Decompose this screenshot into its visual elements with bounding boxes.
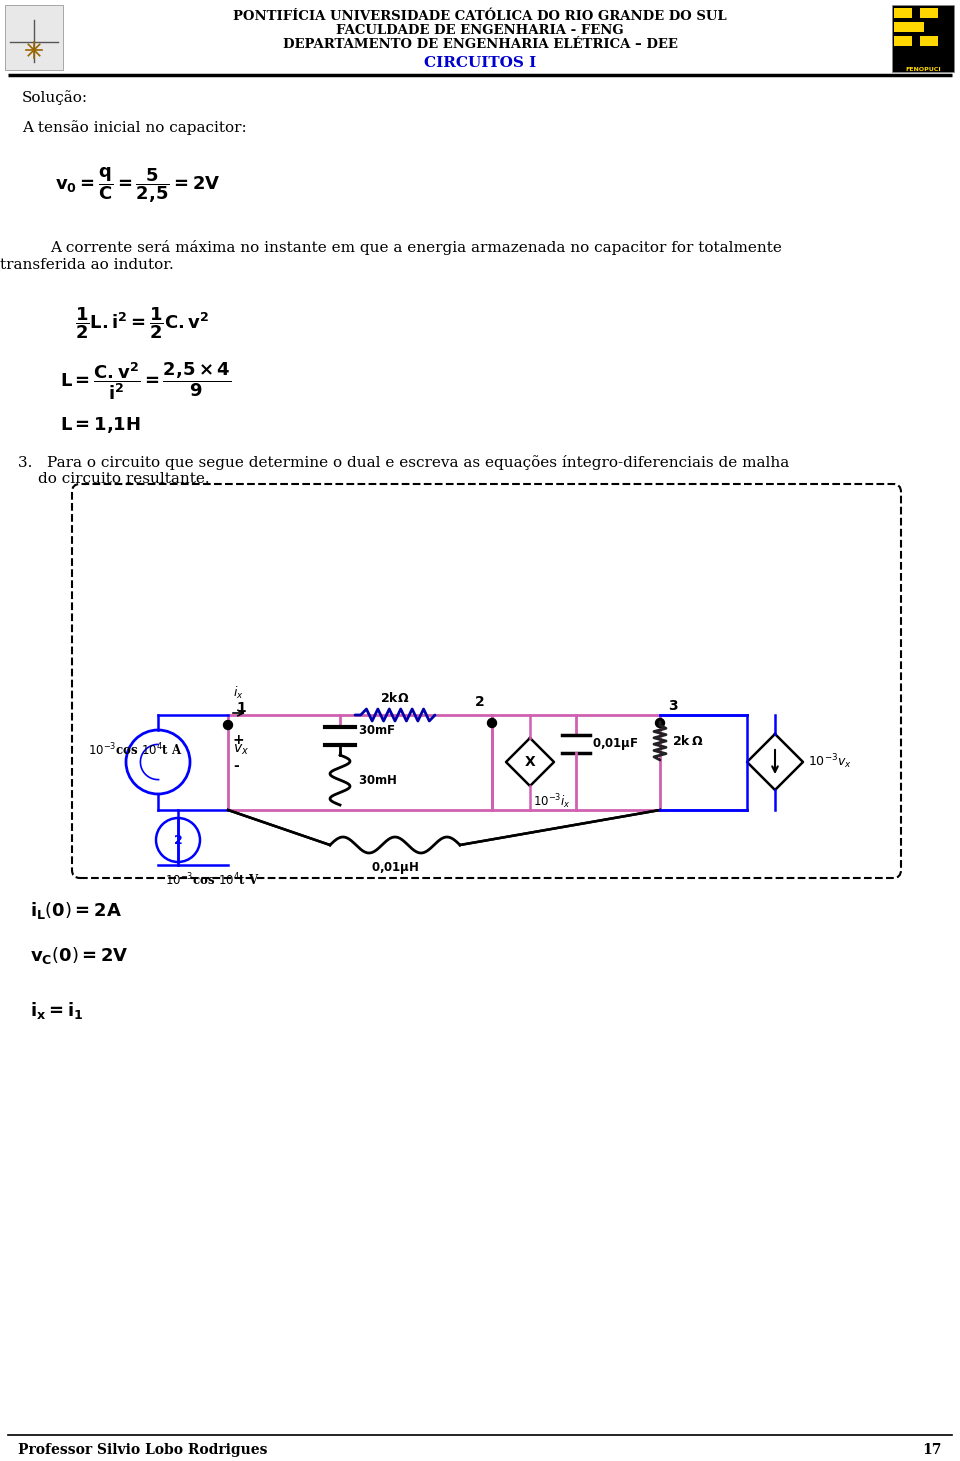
Text: $\mathbf{30mF}$: $\mathbf{30mF}$ bbox=[358, 725, 396, 738]
Bar bbox=[5, 4, 63, 70]
Text: A tensão inicial no capacitor:: A tensão inicial no capacitor: bbox=[22, 120, 247, 134]
Text: $\mathbf{L = 1{,}1H}$: $\mathbf{L = 1{,}1H}$ bbox=[60, 415, 141, 435]
Text: FACULDADE DE ENGENHARIA - FENG: FACULDADE DE ENGENHARIA - FENG bbox=[336, 23, 624, 37]
Text: -: - bbox=[233, 760, 239, 773]
Bar bbox=[492, 714, 660, 809]
Bar bbox=[892, 4, 954, 72]
Text: X: X bbox=[524, 755, 536, 768]
Text: $\mathbf{2k\,\Omega}$: $\mathbf{2k\,\Omega}$ bbox=[672, 733, 704, 748]
Text: 3: 3 bbox=[668, 698, 678, 713]
Text: FENOPUCI: FENOPUCI bbox=[905, 67, 941, 72]
Text: PONTIFÍCIA UNIVERSIDADE CATÓLICA DO RIO GRANDE DO SUL: PONTIFÍCIA UNIVERSIDADE CATÓLICA DO RIO … bbox=[233, 10, 727, 23]
Text: $10^{-3}$cos $10^4$t A: $10^{-3}$cos $10^4$t A bbox=[88, 742, 182, 758]
Text: transferida ao indutor.: transferida ao indutor. bbox=[0, 259, 174, 272]
Bar bbox=[228, 714, 492, 809]
Text: $\mathbf{L = \dfrac{C.v^2}{i^2} = \dfrac{2{,}5\times4}{9}}$: $\mathbf{L = \dfrac{C.v^2}{i^2} = \dfrac… bbox=[60, 359, 231, 402]
Text: +: + bbox=[233, 733, 245, 747]
Text: $10^{-3}$cos $10^4$t V: $10^{-3}$cos $10^4$t V bbox=[165, 872, 260, 888]
Text: $10^{-3}i_x$: $10^{-3}i_x$ bbox=[533, 792, 571, 811]
Text: $\mathbf{v_0 = \dfrac{q}{C} = \dfrac{5}{2{,}5} = 2V}$: $\mathbf{v_0 = \dfrac{q}{C} = \dfrac{5}{… bbox=[55, 165, 221, 205]
Text: A corrente será máxima no instante em que a energia armazenada no capacitor for : A corrente será máxima no instante em qu… bbox=[50, 240, 781, 256]
Text: 17: 17 bbox=[923, 1443, 942, 1457]
Text: $\mathbf{v_C\left(0\right) = 2V}$: $\mathbf{v_C\left(0\right) = 2V}$ bbox=[30, 945, 129, 966]
Text: $\mathbf{30mH}$: $\mathbf{30mH}$ bbox=[358, 773, 397, 786]
Text: $\mathbf{i_L\left(0\right) = 2A}$: $\mathbf{i_L\left(0\right) = 2A}$ bbox=[30, 900, 122, 920]
Text: 3.   Para o circuito que segue determine o dual e escreva as equações íntegro-di: 3. Para o circuito que segue determine o… bbox=[18, 454, 789, 470]
Text: 2: 2 bbox=[475, 695, 485, 709]
Circle shape bbox=[224, 720, 232, 729]
Bar bbox=[920, 7, 938, 18]
Bar bbox=[920, 37, 938, 45]
Text: $\mathbf{i_x = i_1}$: $\mathbf{i_x = i_1}$ bbox=[30, 999, 84, 1021]
Bar bbox=[894, 22, 924, 32]
Circle shape bbox=[656, 719, 664, 728]
Circle shape bbox=[488, 719, 496, 728]
Text: $v_x$: $v_x$ bbox=[233, 744, 249, 757]
Text: do circuito resultante.: do circuito resultante. bbox=[38, 472, 209, 487]
Text: Professor Silvio Lobo Rodrigues: Professor Silvio Lobo Rodrigues bbox=[18, 1443, 268, 1457]
Text: 2: 2 bbox=[174, 833, 182, 846]
Bar bbox=[894, 37, 912, 45]
Text: CIRCUITOS I: CIRCUITOS I bbox=[424, 56, 536, 70]
Text: $i_x$: $i_x$ bbox=[233, 685, 244, 701]
Text: DEPARTAMENTO DE ENGENHARIA ELÉTRICA – DEE: DEPARTAMENTO DE ENGENHARIA ELÉTRICA – DE… bbox=[282, 38, 678, 51]
Text: $\mathbf{2k\Omega}$: $\mathbf{2k\Omega}$ bbox=[380, 691, 410, 706]
Text: $10^{-3}v_x$: $10^{-3}v_x$ bbox=[808, 752, 852, 771]
Text: $\mathbf{0{,}01\mu H}$: $\mathbf{0{,}01\mu H}$ bbox=[371, 861, 420, 877]
Text: $\mathbf{0{,}01\mu F}$: $\mathbf{0{,}01\mu F}$ bbox=[592, 736, 638, 752]
Text: Solução:: Solução: bbox=[22, 91, 88, 105]
Bar bbox=[894, 7, 912, 18]
Text: $\mathbf{\dfrac{1}{2}L.i^2 = \dfrac{1}{2}C.v^2}$: $\mathbf{\dfrac{1}{2}L.i^2 = \dfrac{1}{2… bbox=[75, 305, 209, 340]
Text: 1: 1 bbox=[236, 701, 246, 714]
